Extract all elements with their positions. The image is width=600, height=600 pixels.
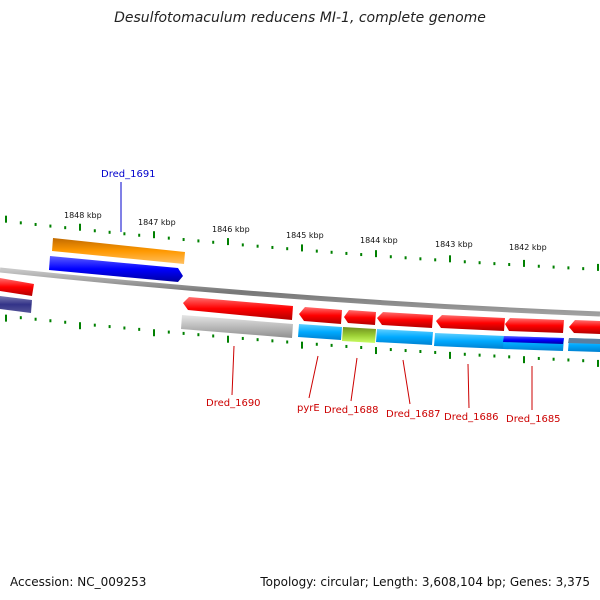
map-title: Desulfotomaculum reducens MI-1, complete… (114, 10, 486, 26)
gene-label-dred-1688[interactable]: Dred_1688 (324, 405, 379, 416)
gene-label-dred-1687[interactable]: Dred_1687 (386, 409, 441, 420)
tick-label: 1842 kbp (509, 243, 547, 252)
cog-band (376, 329, 433, 345)
leader-line (350, 357, 358, 402)
cds-arrow[interactable] (49, 256, 183, 282)
cds-arrow[interactable] (183, 297, 293, 320)
cog-band (342, 327, 376, 343)
gene-label-dred-1686[interactable]: Dred_1686 (444, 412, 499, 423)
gene-label-pyre[interactable]: pyrE (297, 403, 320, 414)
genome-backbone (0, 267, 600, 317)
cds-arrow[interactable] (377, 312, 433, 328)
gene-label-dred-1685[interactable]: Dred_1685 (506, 414, 561, 425)
gene-leaders (120, 182, 533, 410)
cds-arrow[interactable] (344, 310, 376, 325)
cds-features (0, 238, 600, 352)
tick-label: 1847 kbp (138, 218, 176, 227)
cds-arrow[interactable] (569, 320, 600, 334)
cds-arrow[interactable] (505, 318, 564, 333)
cog-band (503, 336, 564, 344)
tick-label: 1843 kbp (435, 240, 473, 249)
gene-label-dred-1690[interactable]: Dred_1690 (206, 398, 261, 409)
cds-arrow[interactable] (299, 307, 342, 324)
leader-line (402, 359, 411, 405)
cog-band (52, 238, 185, 264)
tick-labels: 1848 kbp 1847 kbp 1846 kbp 1845 kbp 1844… (64, 211, 547, 252)
gene-labels: Dred_1691 Dred_1690 pyrE Dred_1688 Dred_… (101, 169, 561, 425)
tick-marks (5, 215, 599, 367)
cog-band (434, 333, 505, 349)
tick-label: 1846 kbp (212, 225, 250, 234)
tick-label: 1845 kbp (286, 231, 324, 240)
accession-text: Accession: NC_009253 (10, 575, 147, 589)
tick-label: 1844 kbp (360, 236, 398, 245)
leader-line (308, 355, 319, 399)
cog-band (181, 315, 293, 338)
leader-line (467, 363, 470, 409)
tick-label: 1848 kbp (64, 211, 102, 220)
gene-label-dred-1691[interactable]: Dred_1691 (101, 169, 156, 180)
genome-summary-text: Topology: circular; Length: 3,608,104 bp… (260, 575, 590, 589)
cog-band (298, 324, 342, 340)
cds-arrow[interactable] (0, 278, 34, 296)
leader-line (231, 345, 235, 396)
cds-arrow[interactable] (436, 315, 505, 331)
cds-arrow[interactable] (0, 296, 32, 313)
cog-band (568, 338, 600, 344)
